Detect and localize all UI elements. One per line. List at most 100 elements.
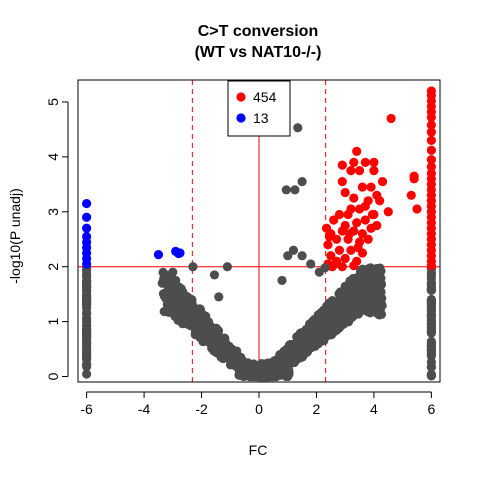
data-point-up xyxy=(346,166,356,176)
data-point-ns xyxy=(168,302,178,313)
data-points xyxy=(82,86,436,382)
y-tick-label: 0 xyxy=(45,372,61,380)
data-point-down xyxy=(82,198,92,209)
data-point-ns xyxy=(82,279,92,290)
data-point-up xyxy=(363,196,373,206)
x-tick-label: 0 xyxy=(255,401,263,417)
data-point-ns xyxy=(281,185,291,195)
data-point-ns xyxy=(375,263,385,273)
data-point-down xyxy=(153,250,164,260)
data-point-up xyxy=(349,260,359,271)
data-point-ns xyxy=(426,309,436,319)
data-point-ns xyxy=(426,346,436,356)
data-point-ns xyxy=(277,275,287,286)
data-point-up xyxy=(349,157,359,167)
x-tick-label: 4 xyxy=(370,401,378,417)
data-point-ns xyxy=(82,344,92,354)
data-point-up xyxy=(330,259,340,269)
data-point-ns xyxy=(426,370,436,381)
data-point-ns xyxy=(426,362,436,372)
y-tick-label: 1 xyxy=(45,317,61,325)
x-tick-label: -2 xyxy=(195,401,208,417)
legend-marker xyxy=(236,113,246,123)
x-axis-label: FC xyxy=(249,442,268,458)
data-point-up xyxy=(369,166,379,176)
data-point-ns xyxy=(161,294,171,304)
data-point-ns xyxy=(353,296,364,306)
legend-label: 13 xyxy=(253,110,269,126)
data-point-ns xyxy=(358,275,369,285)
data-point-ns xyxy=(211,323,221,333)
data-point-ns xyxy=(173,315,183,326)
data-point-ns xyxy=(223,353,234,364)
data-point-ns xyxy=(190,313,200,324)
data-point-ns xyxy=(185,294,195,304)
data-point-up xyxy=(326,251,336,261)
data-point-ns xyxy=(283,251,293,261)
axes: -6 -4 -2 0 2 4 6 0 1 2 3 4 5 xyxy=(45,79,441,417)
data-point-ns xyxy=(365,308,375,318)
data-point-ns xyxy=(348,311,358,321)
data-point-up xyxy=(357,182,368,192)
data-point-ns xyxy=(214,292,224,302)
data-point-up xyxy=(352,218,362,228)
data-point-up xyxy=(377,176,388,187)
data-point-up xyxy=(353,242,363,253)
data-point-ns xyxy=(295,328,305,339)
data-point-ns xyxy=(373,301,383,311)
data-point-ns xyxy=(337,294,347,304)
data-point-up xyxy=(337,160,347,170)
data-point-ns xyxy=(344,299,355,309)
data-point-down xyxy=(175,248,185,258)
data-point-ns xyxy=(375,289,385,299)
data-point-up xyxy=(337,262,347,272)
data-point-up xyxy=(383,207,393,217)
data-point-up xyxy=(372,220,382,231)
data-point-up xyxy=(426,112,436,122)
data-point-up xyxy=(426,260,436,271)
data-point-up xyxy=(346,245,356,255)
data-point-up xyxy=(363,234,373,244)
data-point-ns xyxy=(426,325,436,335)
data-point-ns xyxy=(426,294,436,305)
data-point-up xyxy=(337,226,347,236)
data-point-up xyxy=(340,187,350,198)
data-point-ns xyxy=(337,307,347,317)
x-tick-label: 6 xyxy=(427,401,435,417)
data-point-up xyxy=(426,155,436,165)
data-point-ns xyxy=(297,251,307,261)
data-point-up xyxy=(360,215,370,225)
data-point-up xyxy=(426,120,436,130)
data-point-ns xyxy=(170,294,181,304)
data-point-up xyxy=(357,229,368,239)
data-point-ns xyxy=(168,267,178,277)
data-point-ns xyxy=(364,292,374,302)
data-point-ns xyxy=(82,361,92,372)
data-point-up xyxy=(406,190,416,200)
data-point-up xyxy=(375,196,385,206)
data-point-up xyxy=(409,171,419,181)
data-point-up xyxy=(386,113,396,124)
data-point-up xyxy=(426,145,436,155)
data-point-ns xyxy=(293,123,303,133)
data-point-ns xyxy=(183,312,193,322)
data-point-ns xyxy=(82,325,92,335)
plot-frame xyxy=(77,79,441,383)
data-point-ns xyxy=(82,269,92,279)
data-point-ns xyxy=(359,284,369,294)
data-point-up xyxy=(426,162,436,172)
data-point-ns xyxy=(198,336,208,347)
y-tick-label: 4 xyxy=(45,153,61,161)
data-point-ns xyxy=(222,262,232,272)
data-point-ns xyxy=(314,267,324,277)
data-point-ns xyxy=(364,300,374,310)
data-point-up xyxy=(349,193,359,203)
legend-marker xyxy=(236,92,246,102)
data-point-ns xyxy=(426,336,436,347)
data-point-ns xyxy=(311,337,322,347)
data-point-ns xyxy=(297,176,307,187)
data-point-up xyxy=(321,223,332,233)
data-point-ns xyxy=(163,282,174,292)
